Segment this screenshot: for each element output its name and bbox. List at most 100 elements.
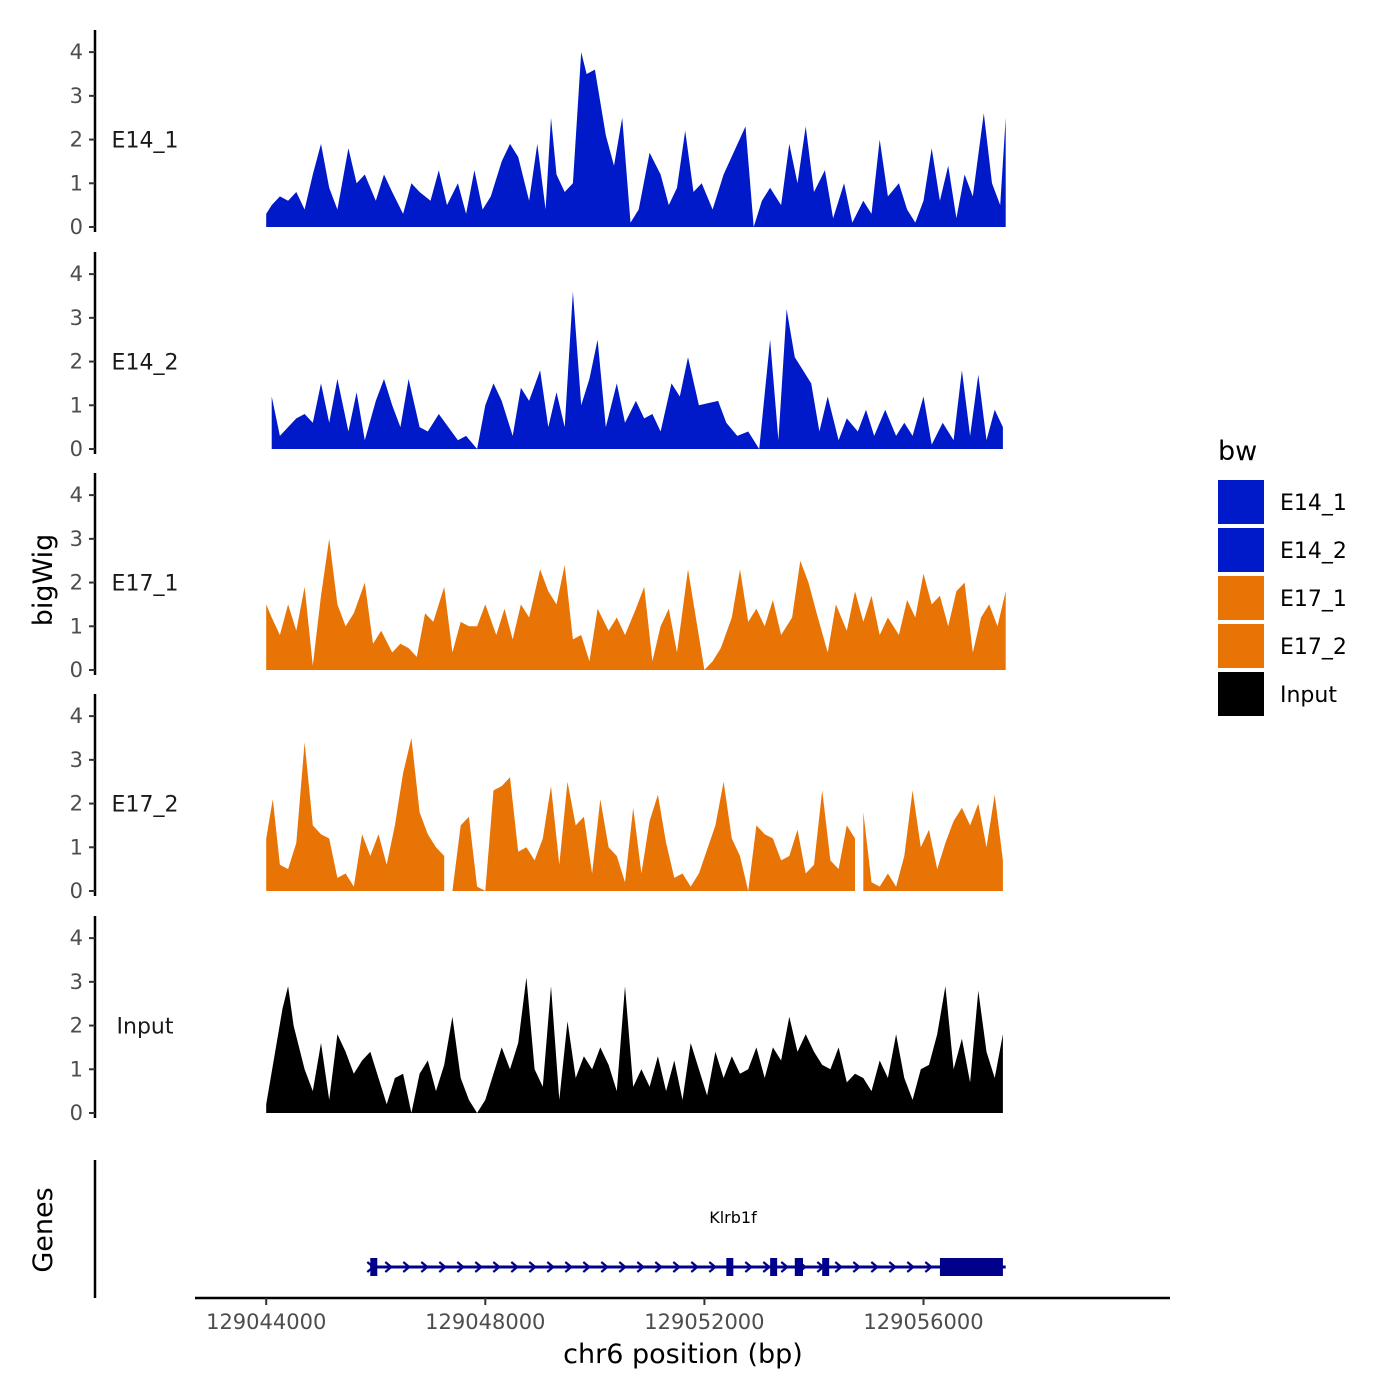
track-E17_2: 0 1 2 3 4 E17_2 — [70, 694, 1003, 903]
y-tick-label: 0 — [70, 879, 83, 903]
strand-arrow — [456, 1261, 465, 1273]
y-tick-label: 1 — [70, 393, 83, 417]
strand-arrow — [852, 1261, 861, 1273]
signal-area — [452, 777, 855, 891]
y-tick-label: 4 — [70, 262, 83, 286]
legend-swatch — [1218, 528, 1264, 572]
strand-arrow — [708, 1261, 717, 1273]
gene-exon — [794, 1258, 804, 1276]
strand-arrow — [744, 1261, 753, 1273]
strand-arrow — [546, 1261, 555, 1273]
y-tick-label: 1 — [70, 614, 83, 638]
y-tick-label: 1 — [70, 171, 83, 195]
legend-swatch — [1218, 624, 1264, 668]
legend-label: E14_2 — [1280, 539, 1347, 564]
strand-arrow — [888, 1261, 897, 1273]
strand-arrow — [636, 1261, 645, 1273]
y-tick-label: 3 — [70, 970, 83, 994]
strand-arrow — [762, 1261, 771, 1273]
y-tick-label: 3 — [70, 527, 83, 551]
y-tick-label: 2 — [70, 350, 83, 374]
signal-area — [266, 738, 445, 891]
gene-exon — [939, 1258, 1003, 1276]
legend-swatch — [1218, 576, 1264, 620]
y-tick-label: 3 — [70, 84, 83, 108]
strand-arrow — [618, 1261, 627, 1273]
strand-arrow — [870, 1261, 879, 1273]
gene-exon — [770, 1258, 778, 1276]
strand-arrow — [780, 1261, 789, 1273]
strand-arrow — [600, 1261, 609, 1273]
y-tick-label: 3 — [70, 748, 83, 772]
strand-arrow — [384, 1261, 393, 1273]
track-Input: 0 1 2 3 4 Input — [70, 916, 1003, 1125]
signal-area — [271, 291, 1003, 449]
strand-arrow — [528, 1261, 537, 1273]
y-tick-label: 0 — [70, 658, 83, 682]
strand-arrow — [690, 1261, 699, 1273]
legend-label: Input — [1280, 683, 1337, 708]
strand-arrow — [654, 1261, 663, 1273]
y-tick-label: 2 — [70, 1014, 83, 1038]
strand-arrow — [474, 1261, 483, 1273]
gene-exon — [726, 1258, 734, 1276]
x-tick-label: 129056000 — [863, 1310, 983, 1334]
track-E17_1: 0 1 2 3 4 E17_1 — [70, 473, 1006, 682]
gene-exon — [370, 1258, 378, 1276]
strand-arrow — [582, 1261, 591, 1273]
legend: bw E14_1 E14_2 E17_1 E17_2 Input — [1218, 436, 1347, 716]
track-label: E17_2 — [112, 793, 179, 818]
genes-axis-title: Genes — [28, 1187, 59, 1272]
y-tick-label: 0 — [70, 437, 83, 461]
strand-arrow — [924, 1261, 933, 1273]
strand-arrow — [510, 1261, 519, 1273]
strand-arrow — [420, 1261, 429, 1273]
y-tick-label: 4 — [70, 926, 83, 950]
track-E14_2: 0 1 2 3 4 E14_2 — [70, 252, 1003, 461]
signal-tracks: 0 1 2 3 4 E14_1 0 1 2 3 4 E14_2 0 1 2 3 4 E17_1 0 1 2 3 4 E17_2… — [70, 30, 1006, 1125]
strand-arrow — [402, 1261, 411, 1273]
x-tick-label: 129044000 — [206, 1310, 326, 1334]
gene-panel: Klrb1f — [93, 1160, 1006, 1298]
strand-arrow — [672, 1261, 681, 1273]
y-tick-label: 1 — [70, 835, 83, 859]
y-tick-label: 1 — [70, 1057, 83, 1081]
legend-label: E14_1 — [1280, 491, 1347, 516]
y-tick-label: 4 — [70, 704, 83, 728]
strand-arrow — [492, 1261, 501, 1273]
x-axis: 129044000 129048000 129052000 129056000 — [195, 1296, 1170, 1334]
signal-area — [266, 538, 1006, 670]
track-label: E14_2 — [112, 351, 179, 376]
y-tick-label: 2 — [70, 792, 83, 816]
signal-area — [266, 52, 1006, 227]
y-tick-label: 4 — [70, 483, 83, 507]
strand-arrow — [564, 1261, 573, 1273]
track-label: Input — [117, 1015, 174, 1040]
track-label: E17_1 — [112, 572, 179, 597]
legend-swatch — [1218, 480, 1264, 524]
y-tick-label: 4 — [70, 40, 83, 64]
legend-label: E17_1 — [1280, 587, 1347, 612]
y-tick-label: 0 — [70, 215, 83, 239]
track-label: E14_1 — [112, 129, 179, 154]
signal-area — [863, 790, 1003, 891]
strand-arrow — [834, 1261, 843, 1273]
y-tick-label: 2 — [70, 128, 83, 152]
y-tick-label: 2 — [70, 571, 83, 595]
y-tick-label: 0 — [70, 1101, 83, 1125]
x-axis-title: chr6 position (bp) — [563, 1339, 803, 1370]
strand-arrow — [906, 1261, 915, 1273]
gene-exon — [822, 1258, 830, 1276]
x-tick-label: 129048000 — [425, 1310, 545, 1334]
strand-arrow — [438, 1261, 447, 1273]
legend-swatch — [1218, 672, 1264, 716]
x-tick-label: 129052000 — [644, 1310, 764, 1334]
y-tick-label: 3 — [70, 306, 83, 330]
gene-name: Klrb1f — [709, 1208, 757, 1227]
track-E14_1: 0 1 2 3 4 E14_1 — [70, 30, 1006, 239]
legend-label: E17_2 — [1280, 635, 1347, 660]
y-axis-title: bigWig — [28, 534, 59, 627]
legend-title: bw — [1218, 436, 1257, 467]
signal-area — [266, 977, 1003, 1113]
